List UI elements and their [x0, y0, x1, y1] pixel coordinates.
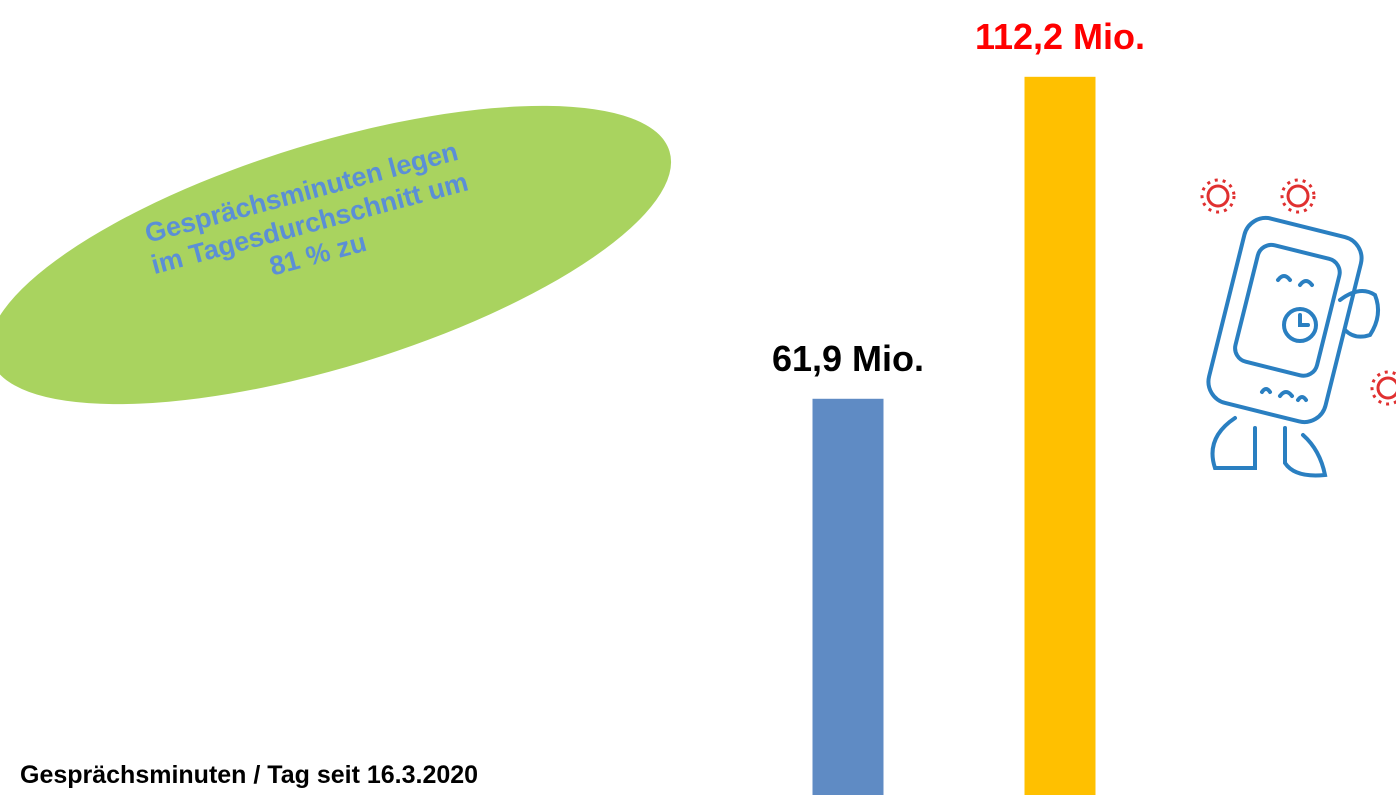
chart: Gesprächsminuten / Tag seit 16.3.2020 61… — [0, 0, 1396, 795]
page: Gesprächsminuten / Tag seit 16.3.2020 61… — [0, 0, 1396, 795]
value-label: 61,9 Mio. — [772, 338, 924, 379]
phone-illustration — [1204, 213, 1378, 475]
footnote: Gesprächsminuten / Tag seit 16.3.2020 — [20, 761, 478, 789]
bar — [1025, 77, 1096, 795]
value-label: 112,2 Mio. — [975, 16, 1145, 57]
bar — [813, 399, 884, 795]
